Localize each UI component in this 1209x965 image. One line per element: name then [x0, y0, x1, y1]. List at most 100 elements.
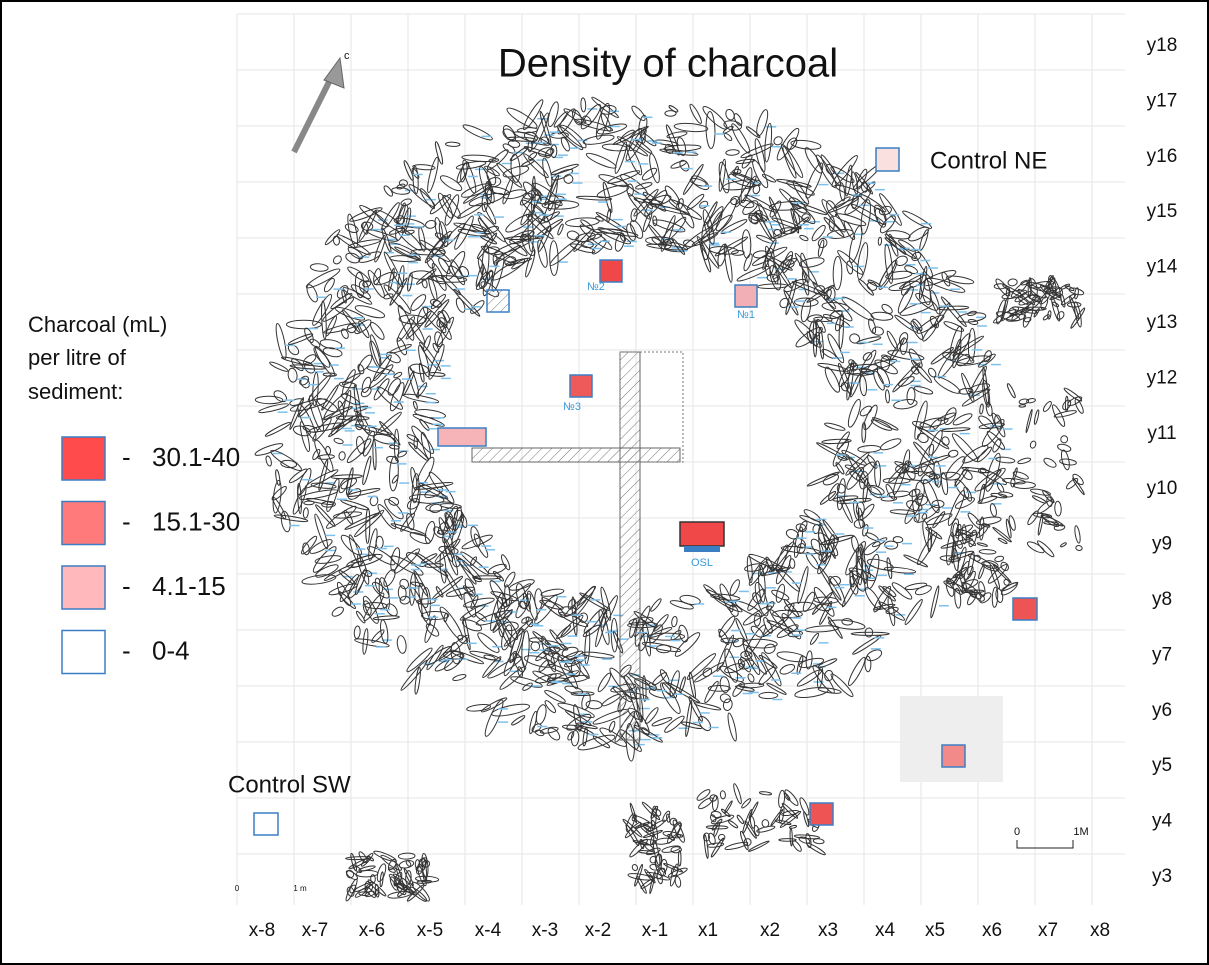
feature — [878, 205, 892, 216]
feature — [900, 281, 911, 296]
feature — [289, 397, 305, 431]
feature — [1027, 510, 1039, 526]
feature — [866, 558, 894, 571]
feature — [956, 540, 963, 549]
feature — [898, 376, 915, 387]
feature — [889, 509, 916, 515]
feature — [505, 235, 544, 241]
feature — [539, 110, 552, 146]
feature — [271, 486, 287, 501]
feature — [996, 482, 1005, 493]
feature — [859, 193, 887, 213]
feature — [522, 233, 532, 242]
feature — [285, 319, 322, 330]
feature — [410, 466, 418, 491]
feature — [287, 333, 314, 345]
feature — [416, 268, 437, 285]
feature — [718, 833, 726, 841]
feature — [357, 363, 365, 375]
feature — [753, 613, 762, 627]
feature — [585, 700, 603, 710]
feature — [782, 251, 794, 273]
sample-square — [1012, 597, 1038, 621]
feature — [740, 650, 753, 660]
feature — [664, 185, 681, 206]
feature — [709, 794, 718, 802]
feature — [464, 578, 476, 597]
feature — [439, 606, 464, 641]
feature — [974, 467, 1006, 492]
feature — [353, 509, 385, 538]
feature — [437, 521, 449, 535]
feature — [933, 376, 961, 394]
feature — [461, 619, 483, 632]
feature — [912, 318, 923, 332]
feature — [597, 672, 612, 693]
sample-base — [684, 546, 720, 552]
feature — [622, 818, 643, 838]
feature — [498, 622, 505, 638]
feature — [1074, 525, 1081, 544]
feature — [720, 637, 739, 644]
feature — [873, 585, 892, 613]
feature — [779, 297, 790, 309]
feature — [755, 211, 772, 240]
feature — [353, 625, 361, 640]
feature — [879, 193, 902, 226]
feature — [764, 122, 773, 163]
feature — [534, 673, 562, 684]
feature — [742, 605, 772, 626]
feature — [848, 656, 866, 686]
feature — [459, 266, 470, 278]
feature — [1000, 561, 1009, 571]
sample-square — [809, 802, 834, 826]
feature — [556, 625, 572, 640]
feature — [460, 514, 468, 529]
feature — [358, 320, 370, 339]
feature — [725, 108, 735, 121]
feature — [981, 523, 991, 528]
feature — [798, 657, 825, 668]
feature — [976, 446, 992, 463]
feature — [315, 564, 339, 578]
feature — [362, 455, 372, 486]
feature — [1069, 295, 1080, 320]
feature — [452, 673, 467, 682]
feature — [1042, 401, 1052, 412]
feature — [313, 347, 331, 368]
feature — [477, 211, 506, 243]
feature — [642, 675, 647, 702]
feature — [805, 162, 824, 199]
feature — [794, 252, 818, 286]
feature — [786, 181, 815, 196]
y-grid-label: y7 — [1152, 644, 1172, 665]
feature — [642, 619, 652, 657]
feature — [280, 459, 298, 469]
feature — [434, 232, 446, 240]
feature — [1059, 458, 1077, 466]
feature — [380, 854, 403, 871]
feature — [557, 223, 564, 236]
feature — [839, 496, 853, 524]
feature — [710, 593, 741, 601]
feature — [332, 235, 340, 246]
feature — [955, 524, 974, 537]
feature — [318, 459, 329, 491]
feature — [317, 454, 335, 460]
legend-separator: - — [122, 506, 131, 536]
feature — [346, 886, 355, 897]
legend-separator: - — [122, 571, 131, 601]
feature — [983, 560, 999, 569]
feature — [358, 891, 370, 897]
feature — [850, 203, 885, 225]
feature — [521, 199, 549, 223]
feature — [426, 644, 444, 671]
feature — [761, 173, 777, 183]
feature — [997, 491, 1014, 498]
feature — [509, 627, 523, 664]
feature — [771, 589, 790, 601]
feature — [922, 323, 938, 342]
feature — [812, 838, 825, 845]
feature — [776, 127, 800, 161]
feature — [1046, 496, 1053, 508]
